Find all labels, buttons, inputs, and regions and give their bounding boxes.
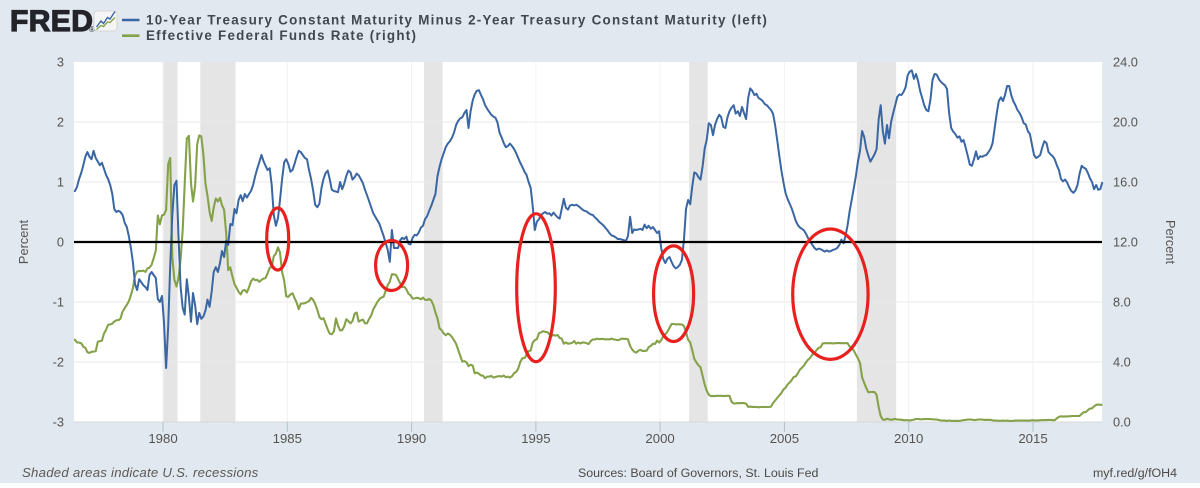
svg-text:8.0: 8.0 <box>1113 295 1131 310</box>
svg-text:Percent: Percent <box>16 220 31 265</box>
svg-text:2010: 2010 <box>894 431 923 446</box>
svg-text:3: 3 <box>57 55 64 70</box>
svg-text:0.0: 0.0 <box>1113 415 1131 430</box>
svg-text:16.0: 16.0 <box>1113 175 1138 190</box>
svg-text:Shaded areas indicate U.S. rec: Shaded areas indicate U.S. recessions <box>22 465 259 480</box>
svg-text:20.0: 20.0 <box>1113 115 1138 130</box>
svg-text:myf.red/g/fOH4: myf.red/g/fOH4 <box>1093 466 1177 480</box>
svg-text:2015: 2015 <box>1018 431 1047 446</box>
svg-text:Percent: Percent <box>1163 220 1178 265</box>
svg-text:®: ® <box>89 25 95 34</box>
svg-text:1995: 1995 <box>521 431 550 446</box>
svg-text:-2: -2 <box>53 355 64 370</box>
svg-text:Effective Federal Funds Rate (: Effective Federal Funds Rate (right) <box>146 28 417 43</box>
svg-text:Sources: Board of Governors, S: Sources: Board of Governors, St. Louis F… <box>578 466 818 480</box>
svg-text:4.0: 4.0 <box>1113 355 1131 370</box>
svg-text:1: 1 <box>57 175 64 190</box>
svg-text:10-Year Treasury Constant Matu: 10-Year Treasury Constant Maturity Minus… <box>146 13 768 28</box>
svg-text:2000: 2000 <box>645 431 674 446</box>
svg-text:1990: 1990 <box>397 431 426 446</box>
svg-text:-3: -3 <box>53 415 64 430</box>
svg-text:1980: 1980 <box>148 431 177 446</box>
svg-text:24.0: 24.0 <box>1113 55 1138 70</box>
svg-text:2: 2 <box>57 115 64 130</box>
svg-text:-1: -1 <box>53 295 64 310</box>
svg-text:0: 0 <box>57 235 64 250</box>
svg-text:FRED: FRED <box>10 5 93 38</box>
svg-text:2005: 2005 <box>770 431 799 446</box>
svg-text:12.0: 12.0 <box>1113 235 1138 250</box>
svg-text:1985: 1985 <box>273 431 302 446</box>
